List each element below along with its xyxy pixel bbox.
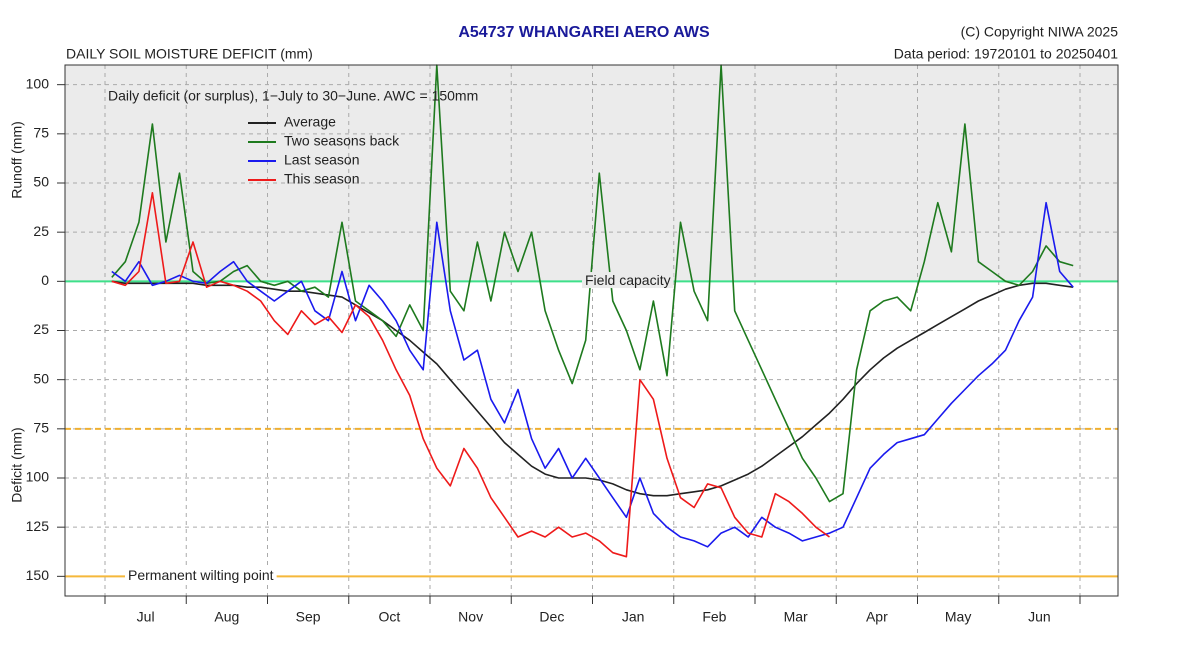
x-tick-label: Nov xyxy=(458,609,483,625)
series-line xyxy=(111,201,1074,548)
x-tick-label: Jan xyxy=(622,609,645,625)
y-tick-label: 50 xyxy=(33,370,49,386)
y-tick-label: 100 xyxy=(26,75,50,91)
x-tick-label: Feb xyxy=(702,609,726,625)
y-tick-label: 50 xyxy=(33,174,49,190)
x-tick-label: Sep xyxy=(296,609,321,625)
reference-label-bg xyxy=(125,567,277,584)
y-axis-label-bottom: Deficit (mm) xyxy=(9,427,25,502)
reference-label: Permanent wilting point xyxy=(128,567,274,583)
subtitle: DAILY SOIL MOISTURE DEFICIT (mm) xyxy=(66,46,313,62)
y-axis-label-top: Runoff (mm) xyxy=(9,121,25,199)
series-line xyxy=(111,64,1074,503)
legend-label: Last season xyxy=(284,152,360,168)
series-line xyxy=(111,280,1074,497)
surplus-zone xyxy=(65,65,1118,282)
x-tick-label: Mar xyxy=(784,609,808,625)
x-tick-label: Oct xyxy=(378,609,400,625)
data-period: Data period: 19720101 to 20250401 xyxy=(894,46,1118,62)
y-tick-label: 150 xyxy=(26,567,50,583)
x-tick-label: Aug xyxy=(214,609,239,625)
y-tick-label: 25 xyxy=(33,321,49,337)
x-tick-label: Dec xyxy=(539,609,564,625)
y-tick-label: 0 xyxy=(41,272,49,288)
y-tick-label: 75 xyxy=(33,125,49,141)
legend-label: This season xyxy=(284,171,359,187)
y-tick-label: 25 xyxy=(33,223,49,239)
copyright: (C) Copyright NIWA 2025 xyxy=(961,24,1119,40)
chart-title: A54737 WHANGAREI AERO AWS xyxy=(458,24,710,41)
series-line xyxy=(111,192,830,558)
y-tick-label: 75 xyxy=(33,420,49,436)
legend-label: Average xyxy=(284,114,336,130)
reference-label-bg xyxy=(582,272,674,289)
x-tick-label: Apr xyxy=(866,609,888,625)
y-tick-label: 125 xyxy=(26,518,50,534)
x-tick-label: May xyxy=(945,609,971,625)
note: Daily deficit (or surplus), 1−July to 30… xyxy=(108,88,478,104)
y-tick-label: 100 xyxy=(26,469,50,485)
reference-label: Field capacity xyxy=(585,272,671,288)
x-tick-label: Jun xyxy=(1028,609,1051,625)
plot-frame xyxy=(64,64,1119,597)
x-tick-label: Jul xyxy=(137,609,155,625)
legend-label: Two seasons back xyxy=(284,133,400,149)
